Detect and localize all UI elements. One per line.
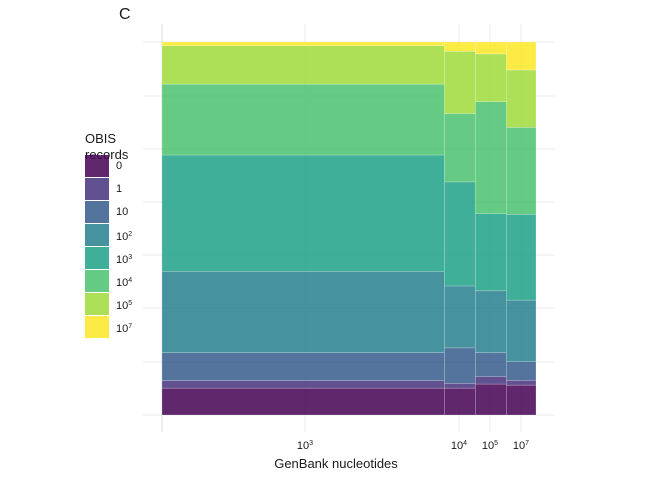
- mosaic-tile: [475, 290, 507, 354]
- mosaic-tile: [161, 154, 445, 272]
- legend-label: 1: [116, 183, 123, 195]
- mosaic-tile: [506, 214, 537, 301]
- legend-label: 107: [116, 323, 133, 335]
- mosaic-tile: [506, 380, 537, 386]
- mosaic-tile: [444, 113, 476, 183]
- mosaic-tile: [506, 41, 537, 71]
- mosaic-tile: [161, 83, 445, 156]
- legend-key: [85, 201, 109, 223]
- mosaic-tile: [506, 69, 537, 128]
- legend-label: 0: [116, 160, 123, 172]
- legend-label: 103: [116, 254, 133, 266]
- legend-key: [85, 293, 109, 315]
- mosaic-tile: [161, 387, 445, 416]
- panel-tag: C: [119, 6, 131, 23]
- legend-label: 105: [116, 300, 133, 312]
- x-tick-label: 103: [296, 440, 314, 452]
- mosaic-tile: [475, 383, 507, 416]
- mosaic-tile: [444, 387, 476, 416]
- legend-label: 104: [116, 277, 133, 289]
- mosaic-tile: [475, 41, 507, 55]
- x-axis-title: GenBank nucleotides: [274, 456, 398, 471]
- mosaic-tile: [161, 45, 445, 85]
- mosaic-tile: [444, 41, 476, 52]
- mosaic-tile: [475, 376, 507, 385]
- mosaic-tile: [444, 347, 476, 384]
- legend-key: [85, 316, 109, 338]
- mosaic-tile: [161, 41, 445, 47]
- mosaic-tile: [444, 181, 476, 287]
- mosaic-tile: [475, 53, 507, 102]
- mosaic-tile: [506, 299, 537, 362]
- legend-key: [85, 155, 109, 177]
- mosaic-tile: [444, 382, 476, 389]
- mosaic-tile: [506, 127, 537, 215]
- x-tick-label: 107: [512, 440, 530, 452]
- mosaic-tile: [161, 352, 445, 381]
- x-tick-label: 104: [450, 440, 468, 452]
- legend-key: [85, 178, 109, 200]
- mosaic-tiles: [161, 41, 537, 416]
- mosaic-tile: [161, 380, 445, 389]
- mosaic-tile: [475, 213, 507, 292]
- legend-key: [85, 270, 109, 292]
- mosaic-tile: [475, 352, 507, 377]
- mosaic-tile: [161, 271, 445, 354]
- mosaic-tile: [506, 384, 537, 416]
- mosaic-tile: [444, 51, 476, 114]
- mosaic-tile: [444, 285, 476, 349]
- legend-key: [85, 247, 109, 269]
- legend-label: 102: [116, 231, 133, 243]
- legend-label: 10: [116, 206, 129, 218]
- mosaic-tile: [506, 361, 537, 381]
- legend-key: [85, 224, 109, 246]
- x-tick-label: 105: [481, 440, 499, 452]
- mosaic-tile: [475, 101, 507, 214]
